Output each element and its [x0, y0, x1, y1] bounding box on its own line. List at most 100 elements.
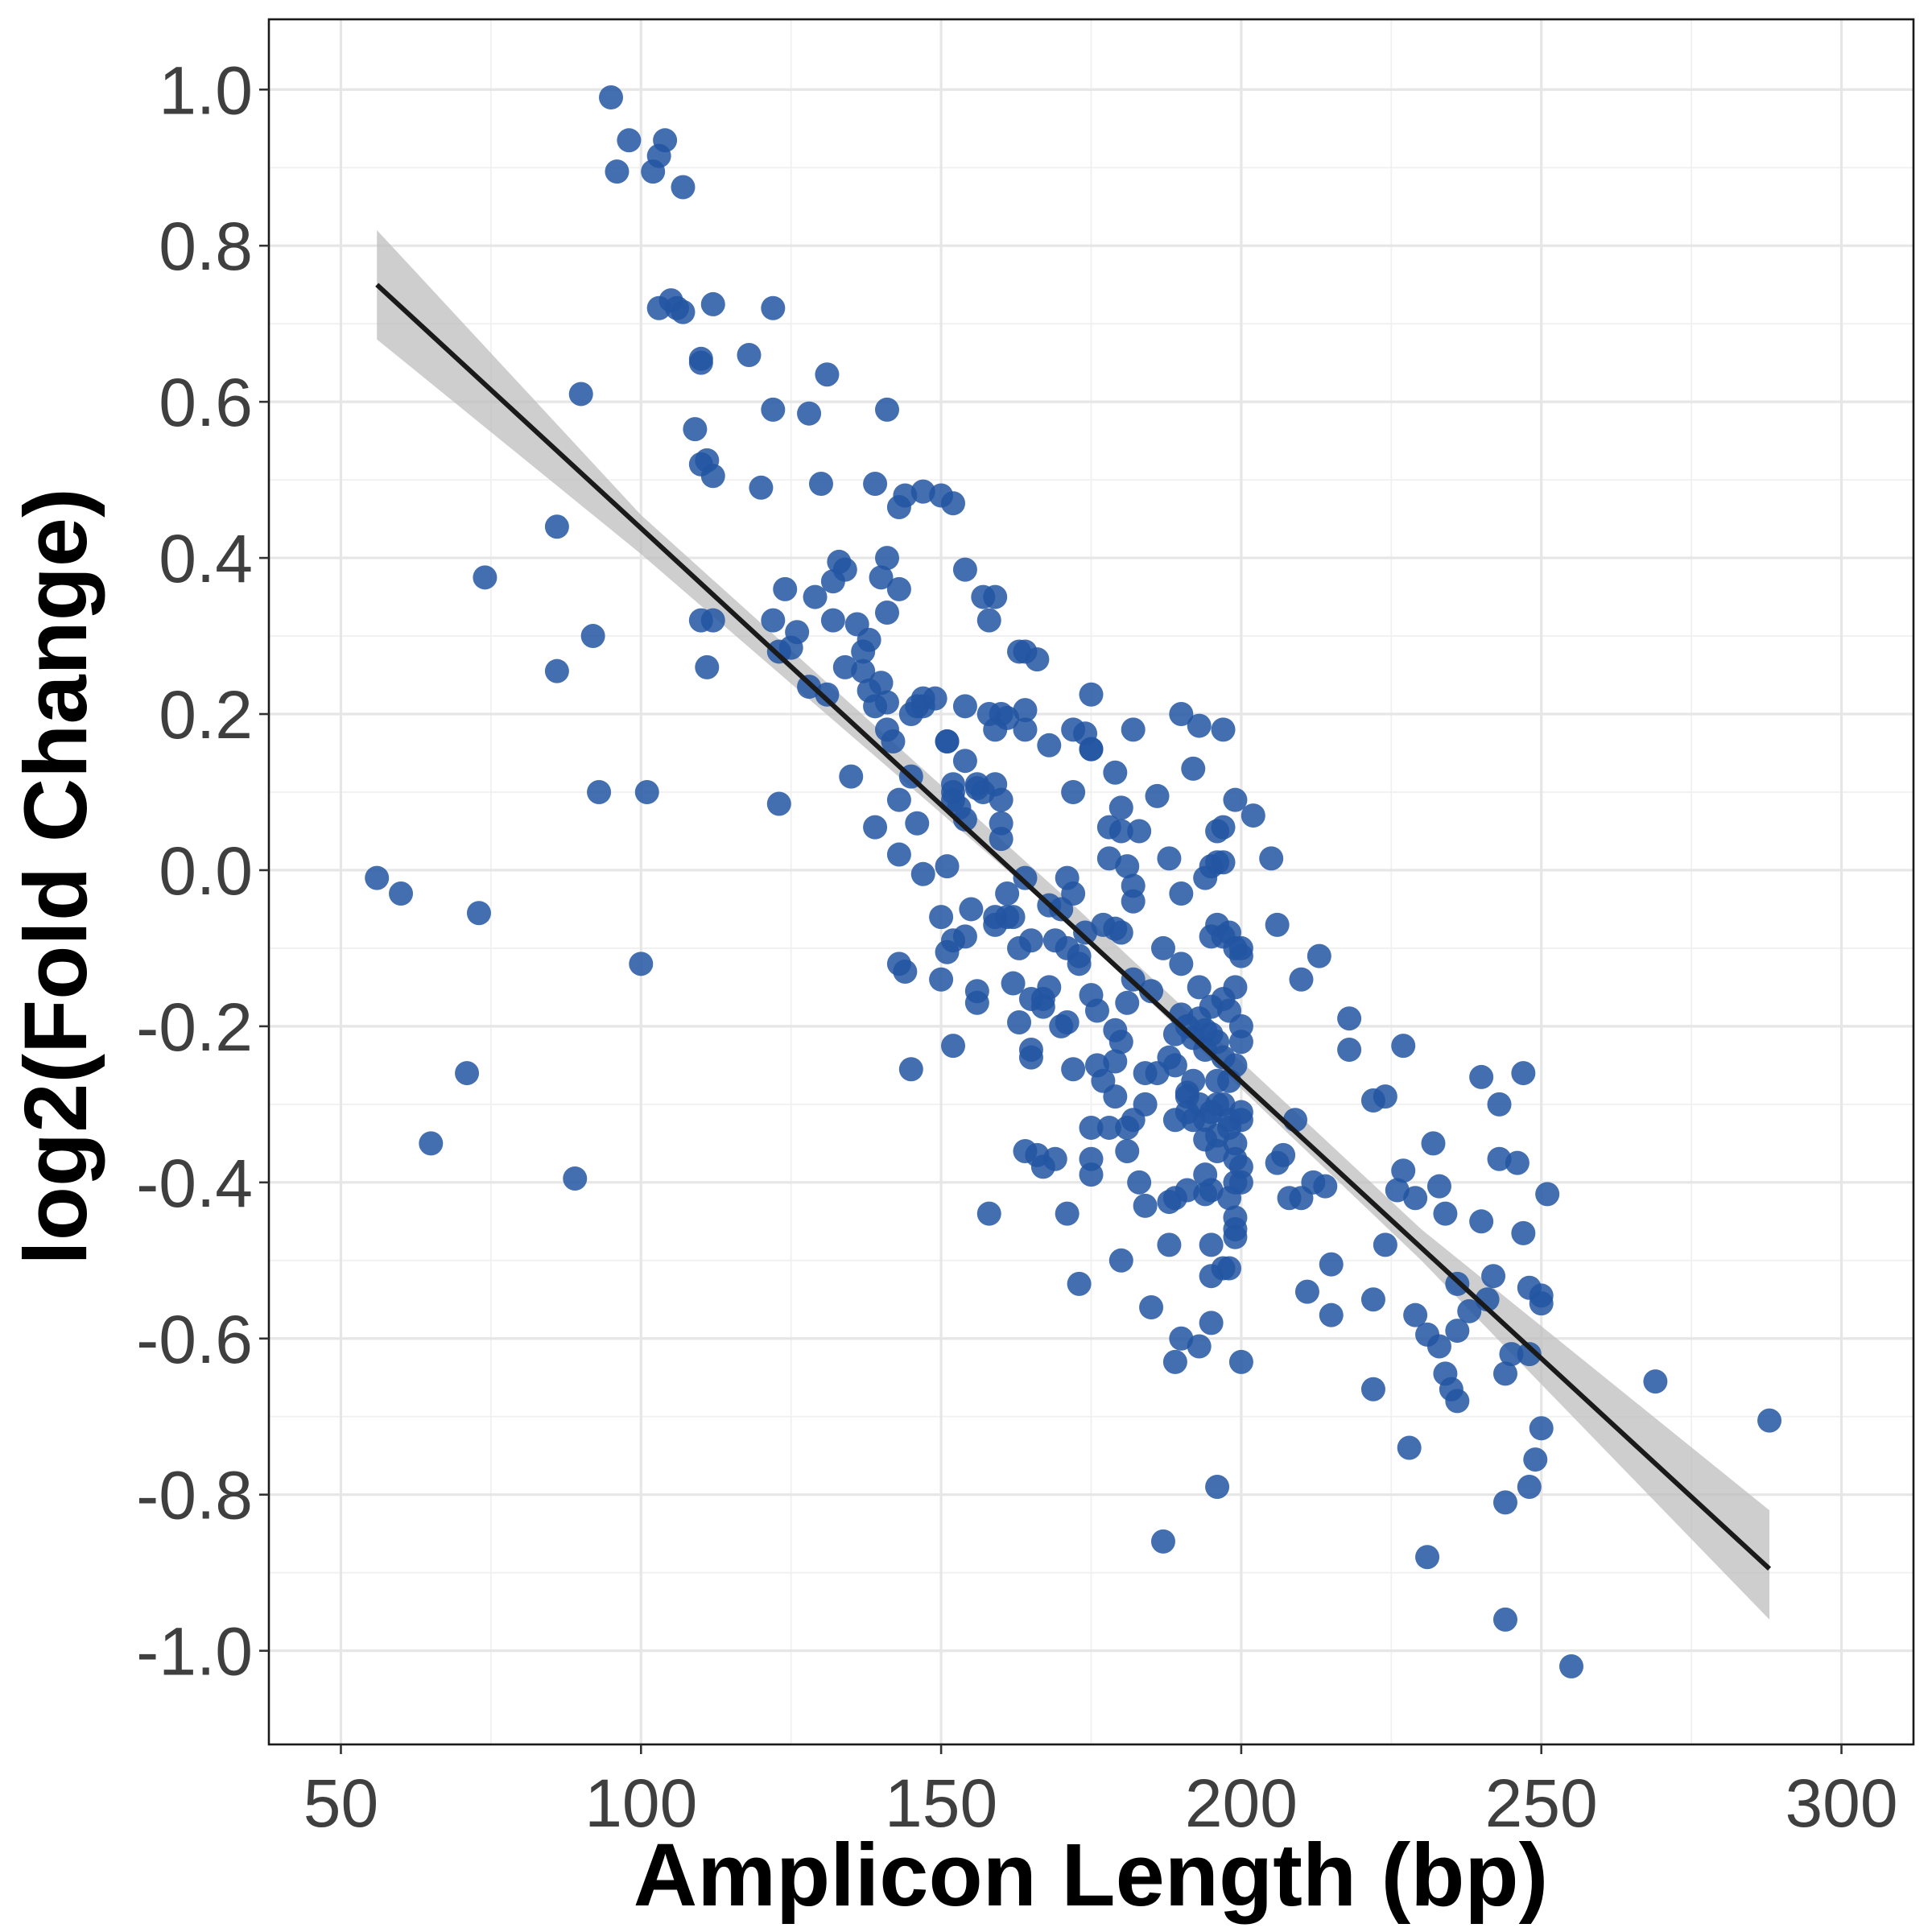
data-point: [893, 960, 918, 985]
data-point: [929, 967, 954, 992]
data-point: [671, 175, 696, 200]
data-point: [1259, 846, 1284, 871]
y-tick-label: 1.0: [159, 52, 253, 128]
x-tick-label: 250: [1485, 1765, 1598, 1841]
data-point: [1433, 1201, 1458, 1226]
y-axis-title: log2(Fold Change): [6, 488, 105, 1265]
x-tick-label: 100: [584, 1765, 697, 1841]
data-point: [1145, 783, 1170, 808]
data-point: [653, 128, 678, 153]
data-point: [1535, 1182, 1560, 1207]
data-point: [1223, 975, 1248, 1000]
data-point: [886, 787, 911, 812]
data-point: [1108, 920, 1133, 945]
data-point: [1199, 1178, 1224, 1203]
y-tick-label: 0.6: [159, 365, 253, 440]
data-point: [976, 608, 1001, 633]
data-point: [820, 608, 845, 633]
data-point: [587, 779, 612, 804]
data-point: [832, 654, 857, 679]
data-point: [1228, 1030, 1253, 1055]
data-point: [941, 1034, 966, 1059]
data-point: [1067, 1271, 1092, 1296]
data-point: [898, 1057, 923, 1082]
data-point: [832, 557, 857, 582]
data-point: [1228, 1170, 1253, 1195]
data-point: [1133, 1092, 1158, 1117]
data-point: [1492, 1361, 1517, 1386]
data-point: [964, 990, 989, 1015]
data-point: [1187, 713, 1212, 738]
data-point: [1265, 912, 1290, 937]
data-point: [929, 905, 954, 930]
data-point: [563, 1166, 588, 1191]
data-point: [455, 1061, 480, 1086]
data-point: [1030, 994, 1055, 1019]
data-point: [797, 401, 822, 426]
data-point: [1337, 1006, 1362, 1031]
x-tick-label: 50: [303, 1765, 378, 1841]
x-tick-label: 200: [1185, 1765, 1298, 1841]
data-point: [1001, 905, 1026, 930]
data-point: [1007, 1010, 1032, 1035]
data-point: [761, 295, 786, 320]
y-tick-label: 0.4: [159, 521, 253, 597]
x-axis-title: Amplicon Length (bp): [634, 1826, 1548, 1925]
data-point: [976, 1201, 1001, 1226]
data-point: [1042, 1146, 1067, 1171]
data-point: [1397, 1435, 1422, 1460]
data-point: [881, 729, 906, 753]
data-point: [1096, 1115, 1121, 1140]
data-point: [1319, 1302, 1344, 1327]
data-point: [1150, 935, 1175, 960]
data-point: [1492, 1490, 1517, 1515]
data-point: [617, 128, 642, 153]
data-point: [857, 627, 881, 652]
data-point: [773, 576, 798, 601]
data-point: [1187, 975, 1212, 1000]
data-point: [874, 600, 899, 625]
data-point: [1084, 998, 1109, 1023]
data-point: [839, 764, 864, 789]
data-point: [766, 791, 791, 816]
data-point: [1445, 1389, 1470, 1414]
data-point: [700, 464, 725, 489]
data-point: [1373, 1232, 1397, 1257]
y-tick-label: 0.2: [159, 677, 253, 753]
data-point: [1169, 702, 1194, 727]
y-tick-label: -0.2: [136, 989, 253, 1065]
data-point: [1241, 803, 1265, 828]
data-point: [1139, 979, 1164, 1004]
data-point: [1079, 1162, 1104, 1187]
y-tick-label: -0.6: [136, 1302, 253, 1377]
data-point: [983, 584, 1008, 609]
data-point: [1187, 1334, 1212, 1359]
data-point: [1174, 1178, 1199, 1203]
data-point: [1079, 1115, 1104, 1140]
data-point: [1523, 1447, 1548, 1472]
data-point: [1385, 1178, 1410, 1203]
data-point: [952, 557, 977, 582]
y-tick-label: 0.0: [159, 833, 253, 909]
y-tick-label: 0.8: [159, 208, 253, 284]
data-point: [599, 85, 624, 109]
data-point: [1445, 1319, 1470, 1344]
data-point: [1181, 756, 1206, 781]
data-point: [785, 620, 810, 645]
data-point: [1055, 1010, 1080, 1035]
x-axis-ticks: 50 100 150 200 250 300: [303, 1744, 1898, 1841]
data-point: [1643, 1369, 1668, 1394]
data-point: [1426, 1334, 1451, 1359]
data-point: [365, 865, 390, 890]
data-point: [629, 952, 654, 976]
data-point: [1211, 850, 1236, 875]
data-point: [1108, 795, 1133, 820]
data-point: [695, 654, 720, 679]
data-point: [1025, 647, 1050, 672]
data-point: [1228, 1349, 1253, 1374]
data-point: [1216, 1256, 1241, 1281]
data-point: [1391, 1034, 1416, 1059]
data-point: [893, 483, 918, 508]
data-point: [700, 291, 725, 316]
data-point: [1757, 1408, 1782, 1433]
